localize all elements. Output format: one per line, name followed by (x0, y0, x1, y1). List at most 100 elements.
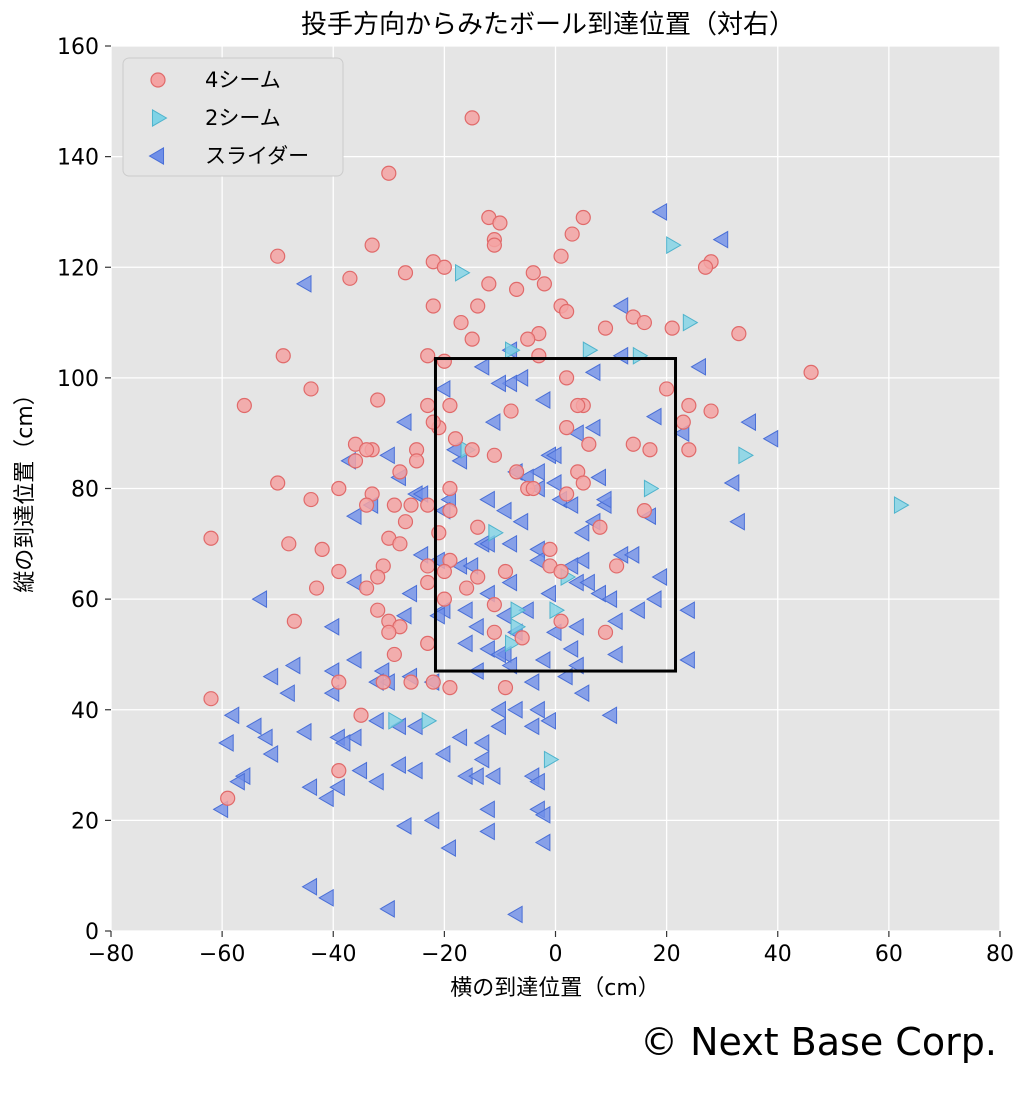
data-point (370, 392, 386, 408)
data-point (490, 645, 506, 664)
data-point (403, 674, 419, 690)
data-point (651, 568, 668, 586)
data-point (412, 485, 429, 503)
data-point (486, 447, 502, 463)
data-point (607, 612, 623, 631)
legend-label: 4シーム (205, 68, 281, 92)
data-point (479, 639, 495, 658)
data-point (251, 590, 268, 609)
data-point (368, 711, 384, 730)
data-point (575, 209, 591, 226)
data-point (597, 624, 614, 640)
data-point (486, 597, 502, 613)
data-point (490, 374, 506, 393)
data-point (568, 617, 584, 636)
data-point (420, 635, 436, 651)
data-point (218, 733, 234, 752)
data-point (501, 573, 518, 592)
data-point (545, 474, 562, 492)
data-point (423, 811, 440, 830)
y-tick-label: 100 (57, 367, 99, 392)
data-point (679, 601, 695, 620)
x-tick-label: 60 (875, 942, 903, 967)
data-point (453, 314, 469, 331)
data-point (505, 634, 521, 653)
copyright-text: © Next Base Corp. (640, 1020, 997, 1064)
data-point (301, 778, 318, 797)
data-point (370, 569, 386, 585)
legend-label: スライダー (205, 144, 309, 168)
y-tick-label: 80 (71, 478, 99, 503)
data-point (509, 281, 525, 297)
data-point (562, 639, 579, 658)
data-point (642, 442, 658, 458)
data-point (331, 762, 347, 779)
data-point (468, 617, 484, 636)
x-tick-label: −40 (310, 942, 356, 967)
data-point (584, 418, 601, 437)
data-point (381, 624, 397, 640)
data-point (486, 237, 502, 253)
data-point (379, 899, 395, 918)
data-point (568, 424, 584, 443)
data-point (370, 602, 386, 618)
data-point (468, 767, 484, 786)
data-point (514, 630, 530, 646)
data-point (303, 491, 319, 508)
axis-ticks: −80 −60 −40 −20 0 20 40 60 80 0 20 40 60 80 100 120 140 1… (57, 35, 1014, 967)
data-point (323, 662, 340, 680)
data-point (486, 624, 502, 640)
data-point (434, 745, 451, 763)
data-point (893, 496, 910, 515)
data-point (584, 363, 601, 382)
data-point (507, 700, 523, 719)
data-point (607, 645, 623, 664)
data-point (646, 407, 662, 426)
data-point (379, 446, 395, 465)
data-point (323, 617, 340, 636)
data-point (559, 420, 575, 436)
data-point (518, 601, 534, 620)
data-point (345, 507, 362, 526)
data-point (318, 789, 334, 808)
data-point (540, 711, 556, 730)
data-point (529, 700, 545, 719)
data-point (543, 750, 560, 769)
data-point (582, 341, 599, 360)
data-point (509, 464, 525, 480)
data-point (590, 584, 606, 603)
data-point (262, 667, 279, 686)
data-point (345, 651, 362, 669)
data-point (501, 374, 518, 393)
x-tick-label: −20 (421, 942, 467, 967)
x-tick-label: 40 (764, 942, 792, 967)
data-point (464, 110, 480, 126)
data-point (395, 816, 412, 835)
data-point (651, 202, 668, 221)
data-point (434, 379, 451, 398)
data-point (331, 674, 347, 690)
data-point (353, 707, 369, 723)
data-point (229, 772, 245, 791)
data-point (334, 733, 351, 752)
data-point (245, 717, 262, 736)
data-point (681, 442, 697, 458)
data-point (529, 772, 545, 791)
data-point (473, 357, 490, 376)
data-point (553, 248, 569, 264)
data-point (395, 413, 412, 432)
data-point (425, 674, 441, 690)
data-point (462, 556, 479, 575)
data-point (301, 877, 318, 896)
data-point (559, 303, 575, 320)
data-point (375, 674, 391, 690)
data-point (534, 391, 551, 409)
data-point (534, 651, 551, 669)
data-point (666, 236, 682, 255)
data-point (762, 429, 779, 448)
data-point (729, 512, 745, 531)
data-point (392, 536, 408, 552)
data-point (643, 479, 660, 498)
